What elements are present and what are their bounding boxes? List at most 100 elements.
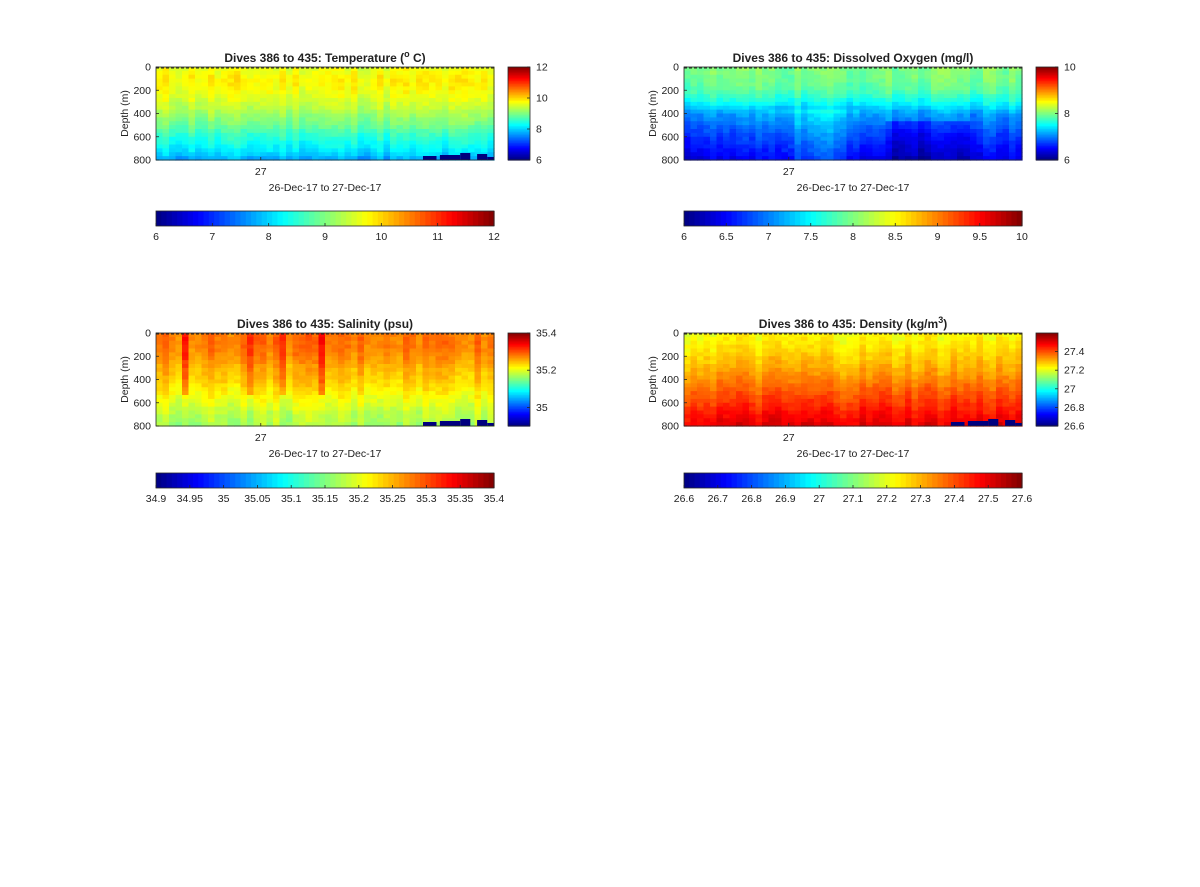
heatmap-cell (383, 101, 391, 107)
heatmap-cell (305, 418, 313, 423)
heatmap-cell (729, 333, 737, 338)
heatmap-cell (697, 125, 705, 130)
heatmap-cell (448, 356, 456, 361)
heatmap-cell (872, 352, 880, 357)
heatmap-cell (461, 391, 469, 396)
heatmap-cell (788, 379, 796, 384)
heatmap-cell (468, 383, 476, 388)
heatmap-cell (859, 344, 867, 350)
heatmap-cell (788, 101, 796, 107)
heatmap-cell (866, 94, 874, 99)
heatmap-cell (1015, 70, 1023, 76)
heatmap-cell (723, 140, 731, 146)
heatmap-cell (318, 414, 326, 419)
heatmap-cell (481, 125, 489, 130)
heatmap-cell (442, 414, 450, 419)
heatmap-cell (312, 94, 320, 99)
heatmap-cell (781, 136, 789, 142)
heatmap-cell (247, 94, 255, 99)
heatmap-cell (768, 117, 776, 122)
heatmap-cell (716, 379, 724, 384)
heatmap-cell (442, 333, 450, 338)
heatmap-cell (801, 418, 809, 423)
heatmap-cell (866, 395, 874, 400)
heatmap-cell (487, 348, 495, 353)
heatmap-cell (983, 74, 991, 80)
heatmap-cell (383, 398, 391, 404)
heatmap-cell (409, 148, 417, 153)
heatmap-cell (827, 86, 835, 91)
heatmap-cell (697, 406, 705, 412)
colorbar-segment (272, 473, 279, 488)
heatmap-cell (710, 136, 718, 142)
heatmap-cell (944, 144, 952, 149)
heatmap-cell (182, 344, 190, 350)
heatmap-cell (422, 395, 430, 400)
heatmap-cell (344, 105, 352, 111)
heatmap-cell (409, 78, 417, 84)
heatmap-cell (175, 375, 183, 381)
heatmap-cell (924, 121, 932, 126)
heatmap-cell (866, 367, 874, 373)
y-tick-label: 600 (133, 397, 151, 409)
heatmap-cell (866, 344, 874, 350)
heatmap-cell (879, 113, 887, 118)
heatmap-cell (898, 125, 906, 130)
heatmap-cell (383, 340, 391, 346)
heatmap-cell (1002, 152, 1010, 157)
heatmap-cell (911, 74, 919, 80)
heatmap-cell (162, 70, 170, 76)
heatmap-cell (736, 402, 744, 408)
heatmap-cell (937, 105, 945, 111)
heatmap-cell (983, 144, 991, 149)
heatmap-cell (755, 398, 763, 404)
heatmap-cell (931, 74, 939, 80)
heatmap-cell (794, 367, 802, 373)
heatmap-cell (253, 387, 261, 392)
colorbar-segment (1036, 74, 1058, 77)
heatmap-cell (911, 148, 919, 153)
heatmap-cell (273, 340, 281, 346)
heatmap-cell (292, 387, 300, 392)
heatmap-cell (442, 152, 450, 157)
heatmap-cell (370, 391, 378, 396)
heatmap-cell (357, 367, 365, 373)
heatmap-cell (768, 336, 776, 342)
heatmap-cell (885, 140, 893, 146)
heatmap-cell (247, 371, 255, 377)
heatmap-cell (788, 117, 796, 122)
heatmap-cell (872, 125, 880, 130)
heatmap-cell (448, 78, 456, 84)
heatmap-cell (1002, 125, 1010, 130)
heatmap-cell (182, 398, 190, 404)
heatmap-cell (182, 152, 190, 157)
heatmap-cell (266, 364, 274, 369)
heatmap-cell (351, 422, 359, 427)
heatmap-cell (188, 117, 196, 122)
heatmap-cell (169, 402, 177, 408)
heatmap-cell (234, 67, 242, 72)
heatmap-cell (1009, 144, 1017, 149)
heatmap-cell (487, 67, 495, 72)
heatmap-cell (370, 105, 378, 111)
heatmap-cell (383, 125, 391, 130)
heatmap-cell (195, 383, 203, 388)
heatmap-cell (234, 375, 242, 381)
heatmap-cell (221, 340, 229, 346)
heatmap-cell (208, 140, 216, 146)
heatmap-cell (1009, 152, 1017, 157)
heatmap-cell (364, 383, 372, 388)
heatmap-cell (416, 348, 424, 353)
heatmap-cell (344, 356, 352, 361)
colorbar-segment (451, 211, 458, 226)
heatmap-cell (801, 360, 809, 365)
heatmap-cell (448, 371, 456, 377)
heatmap-cell (807, 129, 815, 134)
heatmap-cell (950, 90, 958, 95)
heatmap-cell (169, 336, 177, 342)
heatmap-cell (703, 414, 711, 419)
heatmap-cell (866, 70, 874, 76)
heatmap-cell (416, 144, 424, 149)
colorbar-segment (1036, 141, 1058, 144)
heatmap-cell (201, 410, 209, 415)
